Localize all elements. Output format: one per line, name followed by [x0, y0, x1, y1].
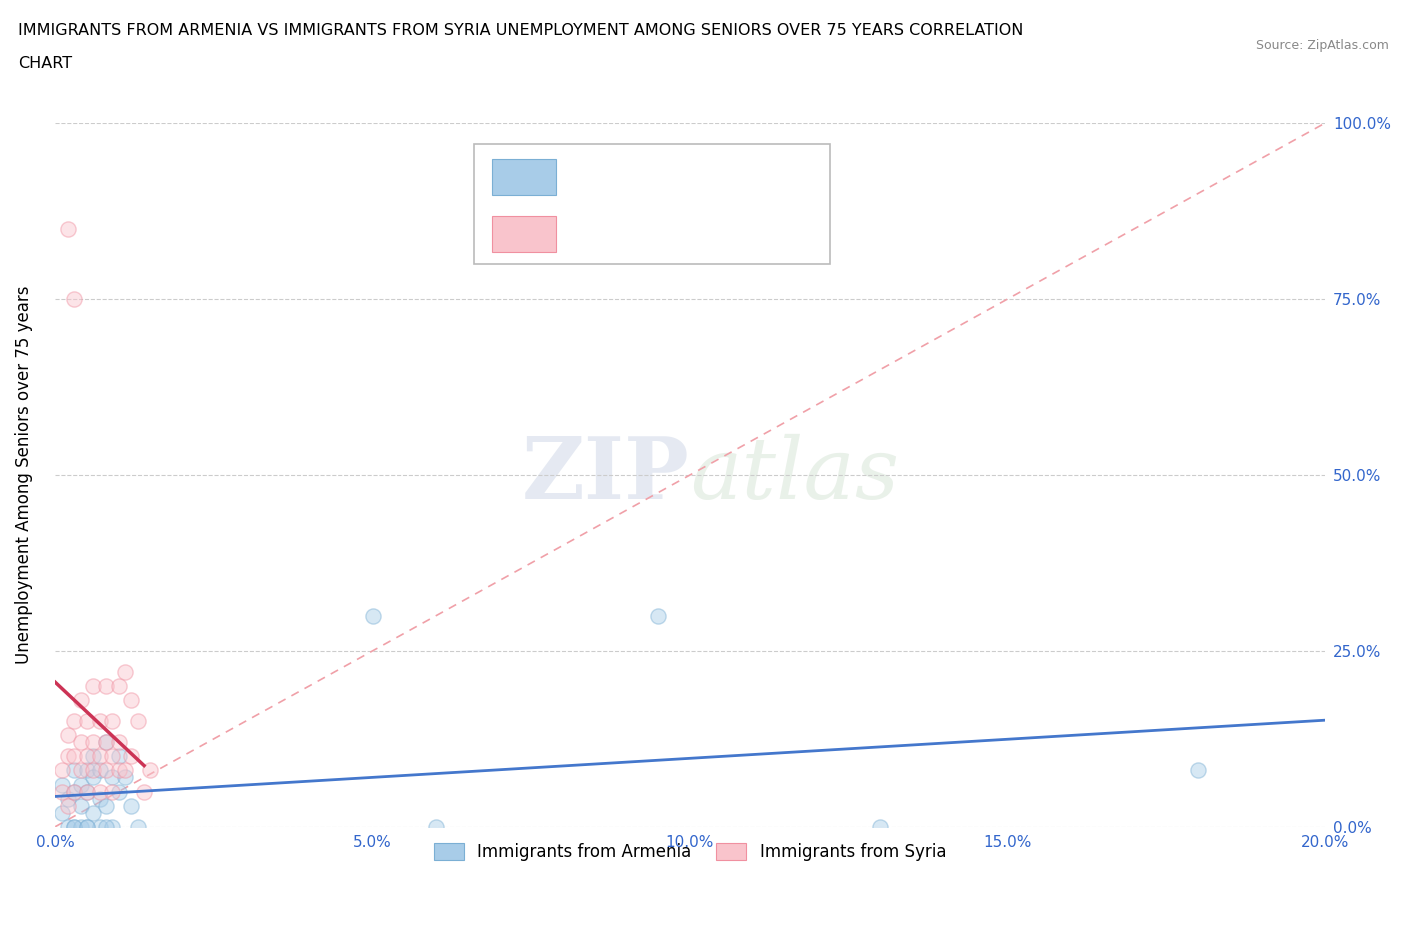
- Point: [63, 819, 86, 834]
- Point: [82, 805, 104, 820]
- Text: CHART: CHART: [18, 56, 72, 71]
- Point: [120, 749, 142, 764]
- Point: [114, 763, 136, 777]
- Point: [82, 763, 104, 777]
- Point: [107, 784, 129, 799]
- Point: [94, 798, 117, 813]
- Point: [76, 713, 98, 728]
- Point: [56, 728, 79, 743]
- Point: [76, 819, 98, 834]
- Point: [101, 770, 124, 785]
- Legend: Immigrants from Armenia, Immigrants from Syria: Immigrants from Armenia, Immigrants from…: [427, 836, 953, 868]
- Point: [139, 763, 162, 777]
- Point: [89, 784, 111, 799]
- Point: [82, 679, 104, 694]
- Point: [89, 713, 111, 728]
- Text: ZIP: ZIP: [522, 433, 690, 517]
- Point: [107, 679, 129, 694]
- Point: [76, 784, 98, 799]
- Point: [94, 735, 117, 750]
- Point: [56, 791, 79, 806]
- Point: [69, 763, 91, 777]
- Point: [107, 735, 129, 750]
- Point: [94, 763, 117, 777]
- Point: [120, 693, 142, 708]
- Point: [76, 784, 98, 799]
- Point: [56, 798, 79, 813]
- Point: [76, 763, 98, 777]
- Point: [63, 292, 86, 307]
- Point: [94, 735, 117, 750]
- Point: [89, 749, 111, 764]
- Point: [63, 713, 86, 728]
- Point: [127, 819, 149, 834]
- Point: [69, 798, 91, 813]
- Text: IMMIGRANTS FROM ARMENIA VS IMMIGRANTS FROM SYRIA UNEMPLOYMENT AMONG SENIORS OVER: IMMIGRANTS FROM ARMENIA VS IMMIGRANTS FR…: [18, 23, 1024, 38]
- Point: [647, 608, 669, 623]
- Point: [101, 713, 124, 728]
- Point: [56, 749, 79, 764]
- Text: Source: ZipAtlas.com: Source: ZipAtlas.com: [1256, 39, 1389, 52]
- Point: [94, 819, 117, 834]
- Text: atlas: atlas: [690, 433, 898, 516]
- Point: [114, 665, 136, 680]
- Point: [82, 749, 104, 764]
- Point: [127, 713, 149, 728]
- Point: [82, 770, 104, 785]
- Point: [120, 798, 142, 813]
- Point: [94, 679, 117, 694]
- Point: [69, 777, 91, 792]
- Point: [76, 749, 98, 764]
- Point: [1187, 763, 1209, 777]
- Point: [69, 693, 91, 708]
- Point: [63, 763, 86, 777]
- Y-axis label: Unemployment Among Seniors over 75 years: Unemployment Among Seniors over 75 years: [15, 286, 32, 664]
- Point: [51, 777, 73, 792]
- Point: [107, 763, 129, 777]
- Point: [89, 791, 111, 806]
- Point: [101, 749, 124, 764]
- Point: [89, 819, 111, 834]
- Point: [69, 735, 91, 750]
- Point: [56, 221, 79, 236]
- Point: [82, 735, 104, 750]
- Point: [51, 784, 73, 799]
- Point: [869, 819, 891, 834]
- Point: [107, 749, 129, 764]
- Point: [89, 763, 111, 777]
- Point: [101, 819, 124, 834]
- Point: [101, 784, 124, 799]
- Point: [51, 763, 73, 777]
- Point: [63, 784, 86, 799]
- Point: [63, 784, 86, 799]
- Point: [63, 819, 86, 834]
- Point: [361, 608, 384, 623]
- Point: [63, 749, 86, 764]
- Point: [56, 819, 79, 834]
- Point: [69, 819, 91, 834]
- Point: [132, 784, 155, 799]
- Point: [76, 819, 98, 834]
- Point: [114, 770, 136, 785]
- Point: [51, 805, 73, 820]
- Point: [425, 819, 447, 834]
